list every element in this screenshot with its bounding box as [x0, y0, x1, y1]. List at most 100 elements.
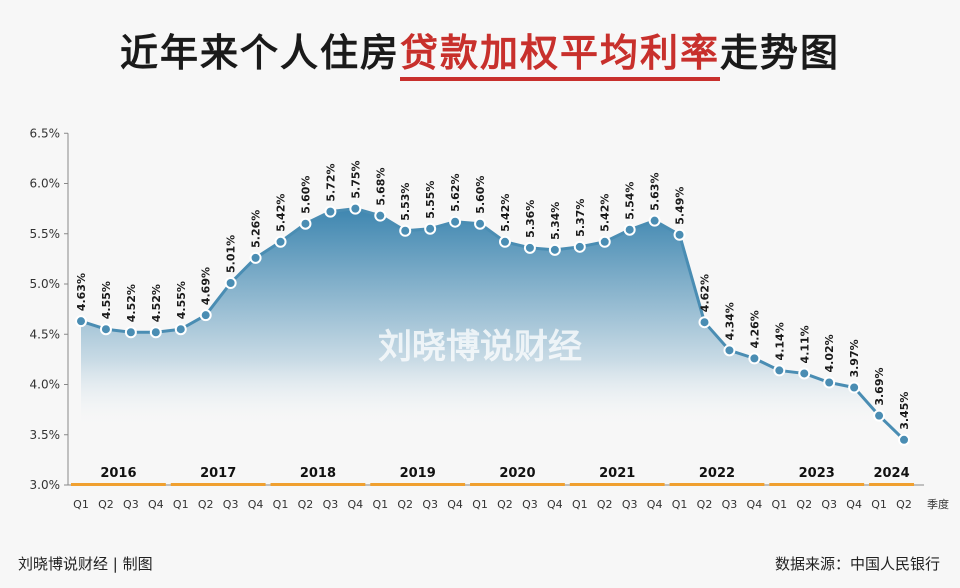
- x-tick-label: Q1: [572, 498, 588, 511]
- x-tick-label: Q2: [497, 498, 513, 511]
- data-label: 5.54%: [624, 182, 637, 220]
- data-label: 5.36%: [524, 200, 537, 238]
- data-label: 3.45%: [898, 392, 911, 430]
- data-label: 5.42%: [499, 194, 512, 232]
- data-label: 5.63%: [649, 173, 662, 211]
- year-bar: [71, 483, 166, 486]
- y-tick-label: 4.5%: [30, 327, 61, 341]
- data-point: [698, 316, 711, 329]
- data-label: 3.97%: [848, 339, 861, 377]
- data-point: [349, 202, 362, 215]
- x-tick-label: Q3: [821, 498, 837, 511]
- x-tick-label: Q1: [672, 498, 688, 511]
- data-label: 5.60%: [474, 176, 487, 214]
- x-tick-label: Q3: [622, 498, 638, 511]
- data-label: 5.75%: [349, 160, 362, 198]
- x-tick-label: Q4: [647, 498, 663, 511]
- data-label: 5.26%: [250, 210, 263, 248]
- data-point: [798, 367, 811, 380]
- year-bar: [170, 483, 266, 486]
- data-label: 4.52%: [150, 284, 163, 322]
- x-tick-label: Q3: [722, 498, 738, 511]
- data-label: 4.14%: [773, 322, 786, 360]
- footer-credit: 刘晓博说财经 | 制图: [18, 555, 153, 573]
- data-label: 5.01%: [225, 235, 238, 273]
- x-tick-label: Q1: [871, 498, 887, 511]
- year-label: 2016: [100, 466, 136, 481]
- data-point: [99, 323, 112, 336]
- y-tick-label: 5.0%: [30, 277, 61, 291]
- y-tick-label: 3.0%: [30, 478, 61, 492]
- x-axis-label: 季度: [927, 497, 949, 511]
- data-point: [399, 224, 412, 237]
- x-tick-label: Q2: [896, 498, 912, 511]
- data-point: [449, 215, 462, 228]
- data-label: 5.60%: [299, 176, 312, 214]
- data-point: [199, 309, 212, 322]
- year-label: 2018: [300, 466, 336, 481]
- data-point: [299, 217, 312, 230]
- x-tick-label: Q4: [148, 498, 164, 511]
- data-point: [848, 381, 861, 394]
- x-tick-label: Q4: [547, 498, 563, 511]
- x-tick-label: Q4: [348, 498, 364, 511]
- data-point: [748, 352, 761, 365]
- data-point: [648, 214, 661, 227]
- area-fill: [81, 208, 905, 485]
- x-tick-label: Q3: [123, 498, 139, 511]
- data-label: 4.26%: [748, 310, 761, 348]
- x-tick-label: Q1: [372, 498, 388, 511]
- x-tick-label: Q1: [771, 498, 787, 511]
- data-point: [75, 315, 87, 328]
- data-point: [673, 228, 686, 241]
- data-label: 4.11%: [798, 325, 811, 363]
- year-bar: [769, 483, 865, 486]
- year-bar: [869, 483, 915, 486]
- x-tick-label: Q2: [397, 498, 413, 511]
- year-label: 2020: [499, 466, 535, 481]
- x-tick-label: Q1: [73, 498, 89, 511]
- data-point: [773, 364, 786, 377]
- data-label: 5.42%: [599, 194, 612, 232]
- data-point: [324, 205, 337, 218]
- year-bar: [470, 483, 565, 486]
- data-point: [424, 222, 437, 235]
- x-tick-label: Q3: [522, 498, 538, 511]
- x-tick-label: Q2: [198, 498, 214, 511]
- series-line: [80, 207, 906, 441]
- data-label: 4.63%: [75, 273, 88, 311]
- data-label: 5.49%: [674, 187, 687, 225]
- data-point: [598, 235, 611, 248]
- title-suffix: 走势图: [720, 30, 841, 75]
- data-label: 4.34%: [723, 302, 736, 340]
- data-point: [498, 235, 511, 248]
- year-label: 2019: [400, 466, 436, 481]
- x-tick-label: Q3: [323, 498, 339, 511]
- data-label: 4.55%: [100, 281, 113, 319]
- data-point: [573, 240, 586, 253]
- x-tick-label: Q4: [747, 498, 763, 511]
- data-label: 5.37%: [574, 199, 587, 237]
- year-label: 2023: [799, 466, 835, 481]
- year-bar: [370, 483, 466, 486]
- x-tick-label: Q2: [298, 498, 314, 511]
- data-point: [174, 323, 187, 336]
- x-tick-label: Q3: [422, 498, 438, 511]
- data-point: [224, 276, 237, 289]
- y-tick-label: 6.0%: [30, 177, 61, 191]
- data-label: 5.34%: [549, 202, 562, 240]
- data-point: [374, 209, 387, 222]
- data-label: 5.72%: [324, 163, 337, 201]
- data-point: [898, 433, 911, 446]
- y-tick-label: 3.5%: [30, 428, 61, 442]
- x-tick-label: Q1: [472, 498, 488, 511]
- footer-source: 数据来源：中国人民银行: [774, 555, 940, 573]
- x-tick-label: Q1: [173, 498, 189, 511]
- y-tick-label: 4.0%: [30, 378, 61, 392]
- year-bar: [270, 483, 366, 486]
- y-tick-label: 5.5%: [30, 227, 61, 241]
- data-point: [124, 326, 137, 339]
- data-point: [623, 223, 636, 236]
- x-tick-label: Q3: [223, 498, 239, 511]
